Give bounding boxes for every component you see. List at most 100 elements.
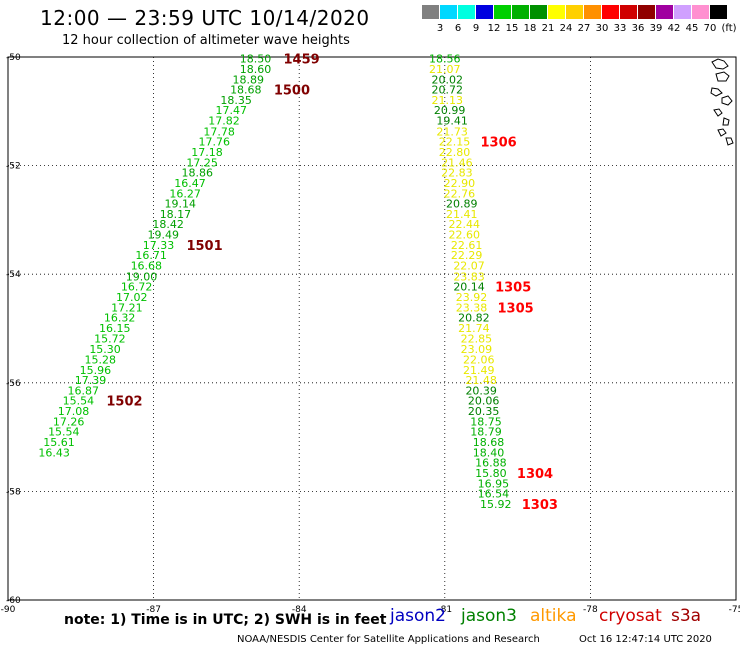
swh-value: 16.32 [104,312,136,325]
lat-tick-label: -52 [6,162,21,172]
lat-tick-label: -50 [6,53,21,63]
swh-value: 15.54 [63,395,95,408]
swh-value: 18.40 [473,446,505,459]
swh-value: 18.17 [160,208,192,221]
swh-value: 22.61 [451,239,483,252]
colorbar-swatch [458,5,475,19]
colorbar-swatch [674,5,691,19]
swh-value: 18.75 [470,415,502,428]
swh-value: 22.60 [448,229,480,242]
swh-value: 16.54 [478,488,510,501]
coastline [711,58,729,70]
swh-value: 17.02 [116,291,148,304]
colorbar-swatch [440,5,457,19]
swh-value: 16.71 [135,249,167,262]
swh-value: 18.89 [232,73,264,86]
timestamp-text: Oct 16 12:47:14 UTC 2020 [579,634,712,645]
swh-value: 20.89 [446,198,478,211]
swh-value: 22.85 [461,332,493,345]
swh-value: 16.43 [38,446,70,459]
swh-value: 15.72 [94,332,126,345]
lon-tick-label: -81 [437,605,452,615]
colorbar-swatch [548,5,565,19]
swh-value: 16.95 [478,477,510,490]
swh-value: 16.72 [121,281,153,294]
lon-tick-label: -87 [146,605,161,615]
swh-value: 21.74 [458,322,490,335]
lon-tick-label: -78 [583,605,598,615]
legend-altika: altika [530,606,577,626]
swh-value: 16.88 [475,457,507,470]
lon-tick-label: -75 [729,605,740,615]
swh-value: 16.47 [174,177,206,190]
swh-value: 18.68 [230,84,262,97]
swh-value: 22.15 [439,136,471,149]
colorbar-swatch [422,5,439,19]
time-label: 1459 [284,53,320,68]
colorbar-label: 18 [523,23,537,34]
coastline [722,117,730,126]
swh-value: 16.15 [99,322,131,335]
time-label: 1306 [481,136,517,151]
swh-value: 22.76 [444,187,476,200]
colorbar-swatch [602,5,619,19]
swh-value: 19.41 [436,115,468,128]
swh-value: 15.61 [43,436,75,449]
swh-value: 16.27 [169,187,201,200]
swh-value: 19.49 [148,229,180,242]
swh-value: 17.82 [208,115,240,128]
swh-value: 15.80 [475,467,507,480]
colorbar-unit: (ft) [721,23,737,34]
time-label: 1501 [186,239,222,254]
time-label: 1305 [497,301,533,316]
swh-value: 20.99 [434,104,466,117]
colorbar-label: 21 [541,23,555,34]
colorbar-label: 42 [667,23,681,34]
colorbar-swatch [566,5,583,19]
lat-tick-label: -58 [6,487,21,497]
swh-value: 17.33 [143,239,175,252]
swh-value: 22.44 [448,218,480,231]
swh-value: 16.68 [131,260,163,273]
swh-value: 21.46 [441,156,473,169]
colorbar-swatch [584,5,601,19]
swh-value: 18.56 [429,53,461,66]
legend-s3a: s3a [671,606,702,626]
coastline [710,87,723,97]
colorbar-label: 30 [595,23,609,34]
map-frame [7,56,737,601]
colorbar-label: 33 [613,23,627,34]
colorbar-label: 39 [649,23,663,34]
swh-value: 20.35 [468,405,500,418]
colorbar-swatch [638,5,655,19]
legend-jason3: jason3 [461,606,517,626]
swh-value: 19.00 [126,270,158,283]
swh-value: 21.41 [446,208,478,221]
lon-tick-label: -84 [292,605,307,615]
swh-value: 23.38 [456,301,488,314]
colorbar-swatch [494,5,511,19]
swh-value: 17.21 [111,301,143,314]
colorbar-label: 27 [577,23,591,34]
swh-value: 22.07 [453,260,485,273]
swh-value: 17.78 [203,125,235,138]
swh-value: 15.28 [84,353,116,366]
swh-value: 22.06 [463,353,495,366]
swh-value: 20.02 [431,73,463,86]
time-label: 1500 [274,84,310,99]
swh-value: 20.82 [458,312,490,325]
swh-value: 18.50 [240,53,272,66]
colorbar-swatch [620,5,637,19]
swh-value: 18.79 [470,426,502,439]
colorbar-label: 24 [559,23,573,34]
colorbar-label: 9 [472,23,480,34]
swh-value: 15.96 [80,364,112,377]
colorbar-swatch [656,5,673,19]
colorbar-label: 70 [703,23,717,34]
credit-text: NOAA/NESDIS Center for Satellite Applica… [237,634,540,645]
swh-value: 15.30 [89,343,121,356]
swh-value: 20.14 [453,281,485,294]
swh-value: 18.60 [240,63,272,76]
swh-value: 16.87 [67,384,99,397]
